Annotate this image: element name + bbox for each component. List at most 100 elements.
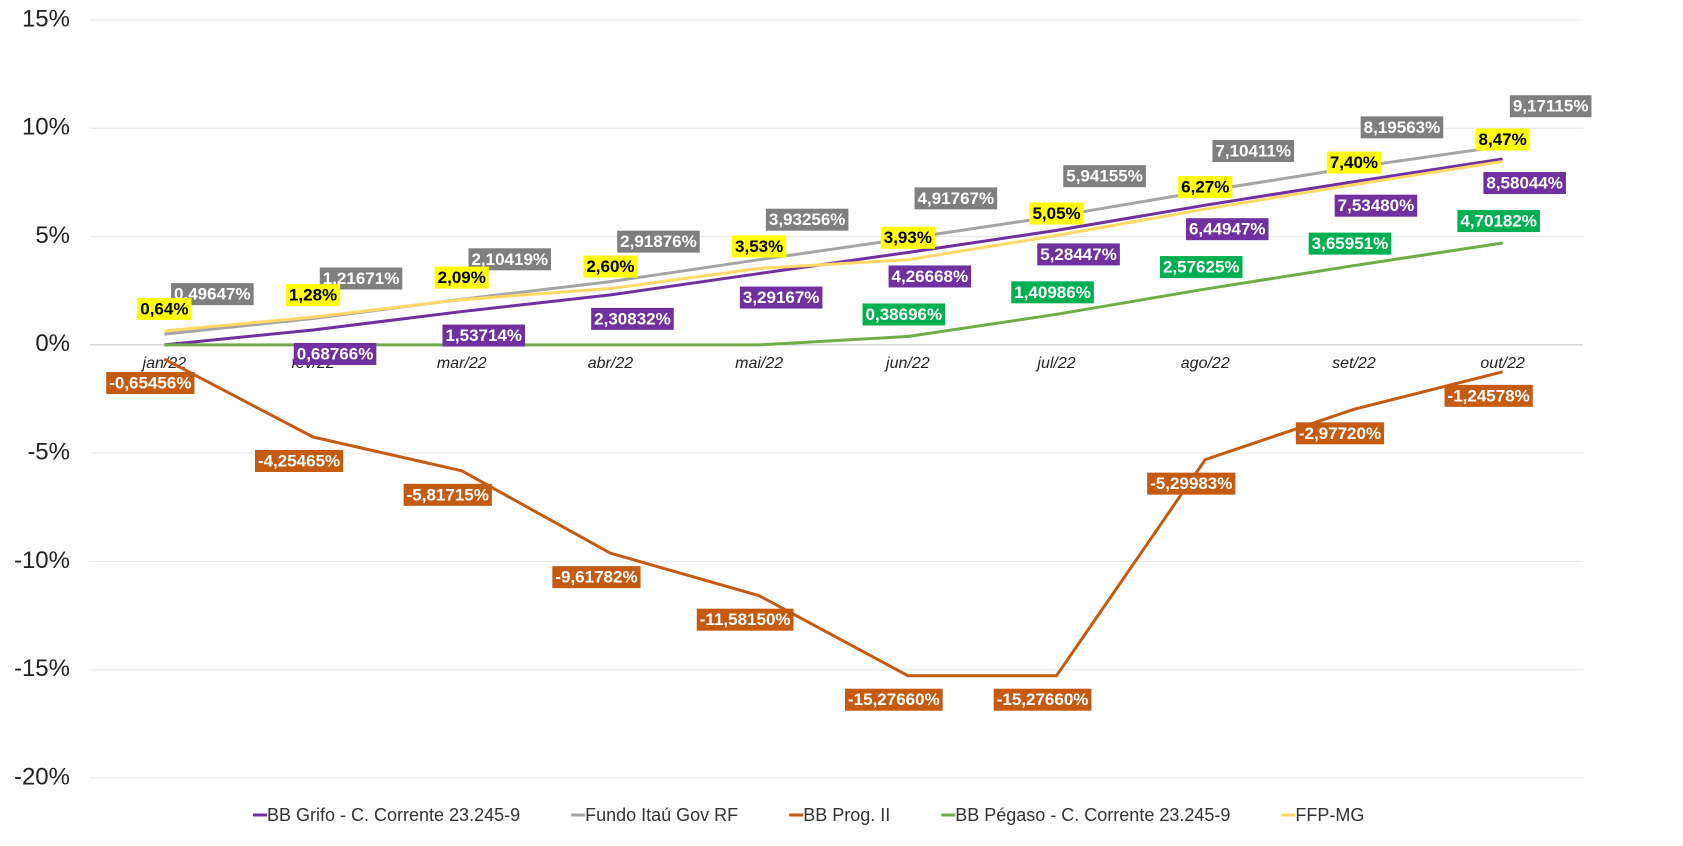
value-label: 3,93% [880,226,935,249]
value-label: -4,25465% [254,450,344,473]
value-label-text: 6,27% [1181,178,1229,197]
value-label-bg [845,688,943,711]
value-label-bg [285,284,341,307]
value-label-bg [591,307,674,330]
value-label-bg [1360,116,1444,139]
legend-label: BB Grifo - C. Corrente 23.245-9 [267,805,520,825]
value-label-bg [552,566,641,589]
value-label-bg [137,297,192,320]
value-label: 2,60% [583,255,638,278]
value-label-bg [1509,95,1592,118]
data-labels: 0,68766% 1,53714% 2,30832% 3,29167% 4,26668%… [106,95,1592,711]
value-label: 8,47% [1475,128,1530,151]
value-label-bg [1037,243,1120,266]
series-line [164,159,1503,333]
value-label: 4,70182% [1457,210,1540,233]
value-label: 7,40% [1326,151,1382,174]
x-tick-label: mai/22 [735,355,783,372]
value-label-bg [468,248,552,271]
value-label-text: 2,09% [438,268,486,287]
value-label-text: -2,97720% [1299,424,1381,443]
y-tick-label: 15% [22,5,70,32]
value-label-text: -5,29983% [1150,474,1232,493]
value-label-text: 1,28% [289,286,337,305]
value-label: -2,97720% [1295,422,1385,445]
value-label-text: 5,94155% [1066,167,1143,186]
value-label: 0,64% [137,297,192,320]
legend-label: BB Pégaso - C. Corrente 23.245-9 [955,805,1230,825]
value-label: 2,57625% [1159,256,1243,279]
value-label: 2,10419% [468,248,552,271]
value-label-text: 9,17115% [1513,97,1589,116]
value-label-text: 8,58044% [1486,174,1563,193]
legend-label: Fundo Itaú Gov RF [585,805,738,825]
value-label-text: 0,38696% [866,305,943,324]
value-label-text: 4,26668% [892,267,969,286]
value-label-text: 3,93% [884,228,932,247]
value-label-bg [1483,172,1566,195]
value-label-bg [1029,202,1084,225]
value-label: 0,68766% [293,342,377,365]
legend: BB Grifo - C. Corrente 23.245-9 Fundo Ita… [253,805,1364,825]
value-label-text: 5,28447% [1040,245,1117,264]
x-tick-label: out/22 [1480,355,1525,372]
value-label-bg [1011,281,1094,304]
y-tick-label: -15% [14,655,70,682]
value-label-bg [1308,232,1392,255]
value-label-bg [739,286,823,309]
value-label-bg [880,226,935,249]
value-label-bg [254,450,344,473]
x-tick-label: set/22 [1332,355,1376,372]
value-label: 2,09% [434,266,489,289]
value-label: 7,53480% [1334,194,1418,217]
value-label-bg [993,688,1092,711]
value-label: -5,29983% [1147,472,1236,495]
value-label-bg [617,230,700,253]
value-label: 4,91767% [914,187,998,210]
value-label-text: 2,57625% [1163,258,1240,277]
value-label: 5,05% [1029,202,1084,225]
value-label: 1,53714% [442,324,526,347]
value-label-text: 3,65951% [1312,234,1389,253]
value-label: -11,58150% [696,608,794,631]
value-label: 9,17115% [1509,95,1592,118]
value-label: 2,91876% [617,230,700,253]
value-label: 4,26668% [888,265,972,288]
value-label-text: 3,53% [735,237,783,256]
series-line [164,157,1503,347]
value-label-bg [293,342,377,365]
value-label-text: -5,81715% [407,485,489,504]
value-label-text: 2,30832% [594,309,671,328]
value-label-text: 2,10419% [471,250,548,269]
value-label: 8,19563% [1360,116,1444,139]
value-label-text: -15,27660% [848,690,940,709]
value-label: 1,21671% [319,267,403,290]
value-label-text: 7,10411% [1215,141,1291,160]
value-label-text: 3,93256% [769,210,846,229]
value-label: 6,27% [1178,176,1233,199]
value-label-bg [1444,384,1533,407]
y-tick-label: -20% [14,763,70,790]
y-tick-label: -10% [14,547,70,574]
value-label: 5,94155% [1063,165,1146,188]
value-label-text: -15,27660% [997,690,1089,709]
value-label-bg [765,208,849,231]
series-line [164,144,1503,336]
value-label: -15,27660% [845,688,943,711]
value-label: 0,49647% [171,283,254,306]
value-label-bg [171,283,254,306]
x-tick-label: ago/22 [1181,355,1230,372]
value-label-bg [732,235,787,258]
value-label-text: 4,70182% [1460,212,1537,231]
value-label-bg [434,266,489,289]
value-label-text: -0,65456% [109,374,191,393]
value-label: 7,10411% [1212,140,1295,163]
value-label-text: -1,24578% [1448,386,1530,405]
value-label: 5,28447% [1037,243,1120,266]
value-label: -9,61782% [552,566,641,589]
value-label-bg [1159,256,1243,279]
value-label-text: 4,91767% [918,189,995,208]
value-label-text: 1,53714% [445,326,522,345]
value-label-bg [1295,422,1385,445]
